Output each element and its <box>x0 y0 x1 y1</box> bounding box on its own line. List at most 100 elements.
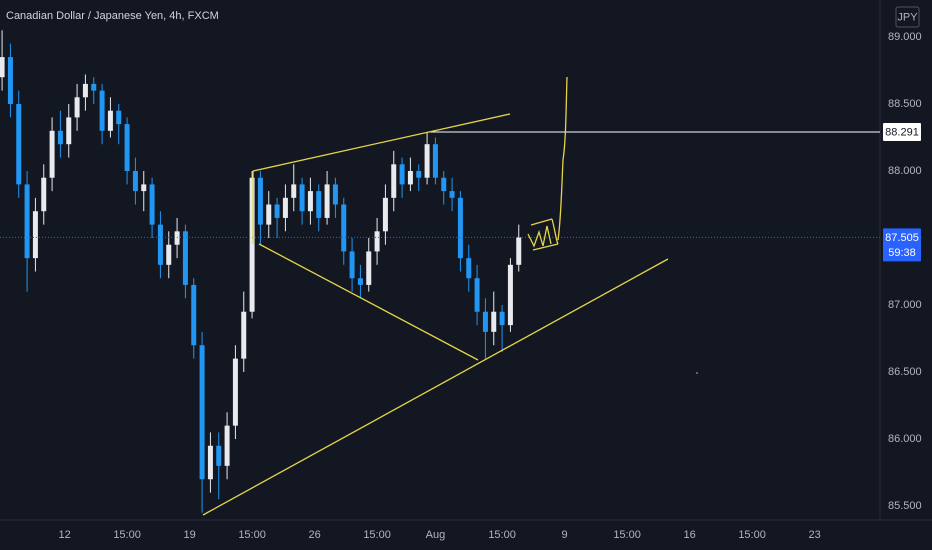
x-tick-label: 9 <box>562 529 568 541</box>
price-label-box <box>883 123 921 142</box>
candle-body <box>199 345 205 480</box>
chart-title: Canadian Dollar / Japanese Yen, 4h, FXCM <box>6 10 219 22</box>
candle-body <box>382 197 388 232</box>
hand-drawing <box>527 76 568 251</box>
candle-body <box>174 231 180 245</box>
trendline <box>258 243 479 361</box>
candle-body <box>441 177 447 192</box>
x-tick-label: 15:00 <box>238 529 266 541</box>
candle-body <box>424 144 430 178</box>
candle-body <box>341 204 347 252</box>
candle-body <box>224 425 230 466</box>
candle-body <box>216 445 222 466</box>
candle-body <box>316 191 322 218</box>
trendline <box>252 113 511 172</box>
candle-body <box>307 191 313 212</box>
candle-body <box>7 57 13 104</box>
candle-body <box>124 124 130 172</box>
candle-body <box>16 104 22 185</box>
candle-body <box>349 251 355 279</box>
candle-body <box>41 177 47 212</box>
candle-body <box>0 57 5 78</box>
candle-body <box>282 197 288 218</box>
current-price-box <box>883 228 921 262</box>
candle-body <box>474 278 480 312</box>
y-tick-label: 85.500 <box>888 500 922 512</box>
candle-body <box>116 110 122 125</box>
y-tick-label: 89.000 <box>888 31 922 43</box>
candle-body <box>374 231 380 252</box>
candle-body <box>432 144 438 178</box>
x-tick-label: 12 <box>58 529 70 541</box>
candle-body <box>149 184 155 225</box>
x-tick-label: 15:00 <box>113 529 141 541</box>
y-tick-label: 88.000 <box>888 165 922 177</box>
candle-body <box>241 311 247 359</box>
currency[interactable]: JPY <box>897 11 918 23</box>
candle-body <box>91 83 97 91</box>
x-tick-label: 15:00 <box>613 529 641 541</box>
candle-body <box>32 211 38 259</box>
candle-body <box>107 110 113 131</box>
candle-body <box>24 184 30 259</box>
y-tick-label: 87.000 <box>888 299 922 311</box>
candle-body <box>332 184 338 205</box>
drawings <box>202 76 669 516</box>
trendline <box>202 258 669 516</box>
price-label: 88.291 <box>885 126 919 138</box>
candle-body <box>507 264 513 326</box>
candle-body <box>82 83 88 98</box>
candle-body <box>257 177 263 225</box>
candle-body <box>207 445 213 480</box>
candle-body <box>99 90 105 131</box>
x-tick-label: 16 <box>683 529 695 541</box>
y-tick-label: 88.500 <box>888 98 922 110</box>
candle-body <box>416 171 422 178</box>
candle-body <box>166 244 172 265</box>
candle-body <box>266 204 272 225</box>
x-tick-label: 26 <box>308 529 320 541</box>
candle-body <box>324 184 330 218</box>
currency-box[interactable] <box>895 6 920 28</box>
candle-body <box>191 284 197 346</box>
candle-body <box>182 231 188 285</box>
countdown: 59:38 <box>888 247 916 259</box>
x-tick-label: 15:00 <box>363 529 391 541</box>
candle-body <box>74 97 80 118</box>
x-tick-label: 15:00 <box>738 529 766 541</box>
candle-body <box>157 224 163 265</box>
y-tick-label: 86.500 <box>888 366 922 378</box>
x-tick-label: 15:00 <box>488 529 516 541</box>
y-tick-label: 86.000 <box>888 433 922 445</box>
candle-body <box>49 130 55 178</box>
dot <box>696 372 698 374</box>
candle-body <box>249 177 255 312</box>
current-price-label: 87.505 <box>885 232 919 244</box>
candle-body <box>357 278 363 285</box>
candle-body <box>232 358 238 426</box>
candle-body <box>391 164 397 198</box>
candle-body <box>482 311 488 332</box>
candle-body <box>466 258 472 279</box>
candle-body <box>449 191 455 198</box>
candle-body <box>57 130 63 145</box>
candle-body <box>491 311 497 332</box>
candle-body <box>66 117 72 145</box>
x-tick-label: Aug <box>426 529 446 541</box>
candle-body <box>299 184 305 212</box>
candle-body <box>399 164 405 185</box>
candle-body <box>516 237 522 265</box>
x-tick-label: 19 <box>183 529 195 541</box>
candle-body <box>291 184 297 198</box>
candle-body <box>499 311 505 326</box>
candle-body <box>132 171 138 192</box>
candle-body <box>274 204 280 218</box>
x-tick-label: 23 <box>808 529 820 541</box>
candle-body <box>457 197 463 259</box>
candle-body <box>407 171 413 185</box>
candle-body <box>141 184 147 192</box>
candle-body <box>366 251 372 285</box>
